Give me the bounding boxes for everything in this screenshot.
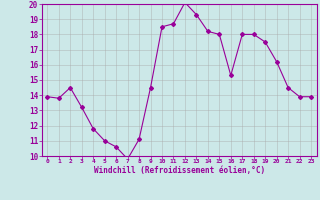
X-axis label: Windchill (Refroidissement éolien,°C): Windchill (Refroidissement éolien,°C) (94, 166, 265, 175)
